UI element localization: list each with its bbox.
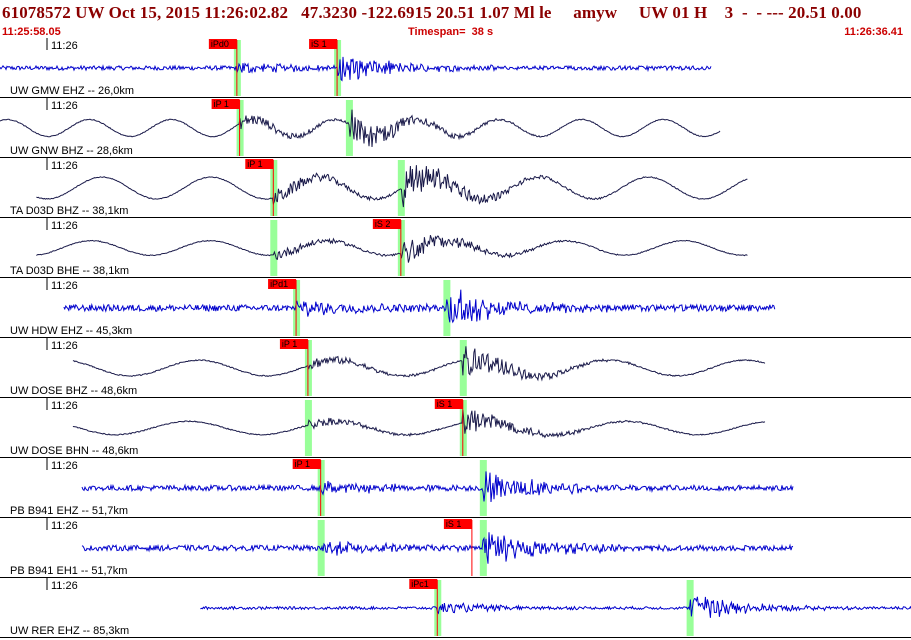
seismogram-trace[interactable] [0, 109, 721, 148]
pick-label[interactable]: iS 1 [437, 399, 453, 409]
pick-label-box[interactable] [211, 99, 240, 109]
time-tick-label: 11:26 [51, 520, 78, 532]
channel-label: UW RER EHZ -- 85,3km [10, 625, 129, 637]
waveform-panel[interactable]: 11:26 iPd0 iS 1 UW GMW EHZ -- 26,0km 11:26 iP… [0, 38, 911, 640]
phase-window-highlight [270, 220, 278, 276]
seismogram-trace[interactable] [36, 235, 748, 263]
channel-label: TA D03D BHE -- 38,1km [10, 265, 129, 277]
channel-label: UW DOSE BHN -- 48,6km [10, 445, 138, 457]
phase-window-highlight [479, 460, 487, 516]
end-time: 11:26:36.41 [844, 26, 903, 38]
pick-label[interactable]: iS 1 [446, 519, 462, 529]
pick-label[interactable]: iP 1 [214, 99, 229, 109]
channel-label: UW DOSE BHZ -- 48,6km [10, 385, 137, 397]
time-tick-label: 11:26 [51, 160, 78, 172]
pick-label[interactable]: iP 1 [247, 159, 262, 169]
seismogram-trace[interactable] [72, 346, 766, 382]
time-tick-label: 11:26 [51, 100, 78, 112]
pick-label[interactable]: iS 2 [375, 219, 391, 229]
pick-label[interactable]: iPd0 [211, 39, 229, 49]
timespan-label: Timespan= 38 s [408, 26, 494, 38]
waveform-canvas[interactable]: 11:26 iPd0 iS 1 UW GMW EHZ -- 26,0km 11:26 iP… [0, 38, 911, 640]
time-tick-label: 11:26 [51, 460, 78, 472]
time-tick-label: 11:26 [51, 580, 78, 592]
phase-window-highlight [397, 160, 405, 216]
channel-label: TA D03D BHZ -- 38,1km [10, 205, 128, 217]
phase-window-highlight [443, 280, 451, 336]
pick-label-box[interactable] [409, 579, 438, 589]
pick-label-box[interactable] [208, 39, 237, 49]
time-tick-label: 11:26 [51, 400, 78, 412]
pick-label[interactable]: iPc1 [411, 579, 429, 589]
pick-label-box[interactable] [279, 339, 308, 349]
phase-window-highlight [686, 580, 694, 636]
pick-label-box[interactable] [443, 519, 472, 529]
seismogram-trace[interactable] [72, 410, 766, 439]
time-tick-label: 11:26 [51, 40, 78, 52]
pick-label-box[interactable] [434, 399, 463, 409]
seismogram-trace[interactable] [0, 56, 712, 82]
pick-label-box[interactable] [245, 159, 274, 169]
channel-label: UW GNW BHZ -- 28,6km [10, 145, 133, 157]
start-time: 11:25:58.05 [2, 26, 61, 38]
time-tick-label: 11:26 [51, 220, 78, 232]
time-tick-label: 11:26 [51, 340, 78, 352]
event-header: 61078572 UW Oct 15, 2015 11:26:02.82 47.… [0, 0, 911, 38]
channel-label: PB B941 EHZ -- 51,7km [10, 505, 128, 517]
seismogram-trace[interactable] [63, 289, 776, 324]
phase-window-highlight [304, 400, 312, 456]
channel-label: PB B941 EH1 -- 51,7km [10, 565, 127, 577]
time-tick-label: 11:26 [51, 280, 78, 292]
pick-label-box[interactable] [309, 39, 338, 49]
seismogram-trace[interactable] [200, 596, 911, 618]
pick-label-box[interactable] [268, 279, 297, 289]
channel-label: UW GMW EHZ -- 26,0km [10, 85, 134, 97]
event-title: 61078572 UW Oct 15, 2015 11:26:02.82 47.… [2, 3, 862, 22]
seismogram-trace[interactable] [36, 165, 748, 208]
pick-label[interactable]: iP 1 [295, 459, 310, 469]
seismogram-trace[interactable] [81, 532, 794, 564]
channel-label: UW HDW EHZ -- 45,3km [10, 325, 132, 337]
phase-window-highlight [479, 520, 487, 576]
seismogram-trace[interactable] [81, 471, 794, 503]
pick-label-box[interactable] [372, 219, 401, 229]
pick-label[interactable]: iP 1 [282, 339, 297, 349]
pick-label[interactable]: iS 1 [311, 39, 327, 49]
pick-label-box[interactable] [292, 459, 321, 469]
pick-label[interactable]: iPd1 [270, 279, 288, 289]
